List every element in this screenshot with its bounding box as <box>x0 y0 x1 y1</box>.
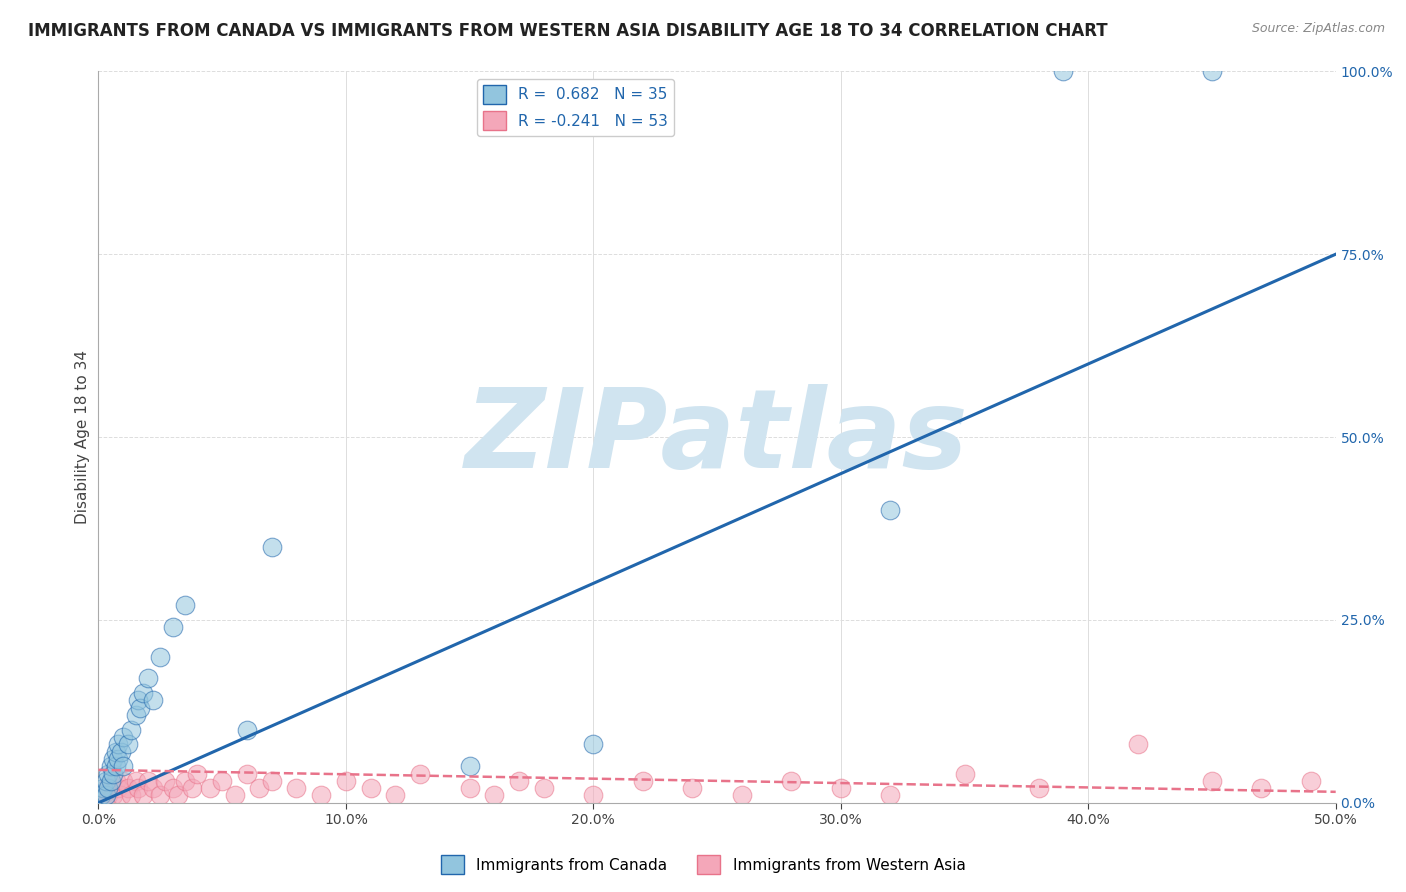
Point <box>360 781 382 796</box>
Point <box>166 789 188 803</box>
Point <box>93 789 115 803</box>
Point <box>681 781 703 796</box>
Point <box>93 781 115 796</box>
Point <box>224 789 246 803</box>
Point <box>129 700 152 714</box>
Point <box>104 759 127 773</box>
Point <box>162 620 184 634</box>
Point <box>90 789 112 803</box>
Point <box>104 773 127 788</box>
Point <box>103 752 125 766</box>
Point <box>110 745 132 759</box>
Point <box>285 781 308 796</box>
Point <box>124 708 146 723</box>
Point <box>127 693 149 707</box>
Point <box>174 773 197 788</box>
Point <box>142 781 165 796</box>
Point <box>186 766 208 780</box>
Point <box>103 766 125 780</box>
Text: ZIPatlas: ZIPatlas <box>465 384 969 491</box>
Point <box>97 789 120 803</box>
Point <box>631 773 654 788</box>
Point <box>780 773 803 788</box>
Legend: R =  0.682   N = 35, R = -0.241   N = 53: R = 0.682 N = 35, R = -0.241 N = 53 <box>477 79 675 136</box>
Point <box>100 773 122 788</box>
Point <box>384 789 406 803</box>
Point <box>458 781 481 796</box>
Point <box>198 781 221 796</box>
Legend: Immigrants from Canada, Immigrants from Western Asia: Immigrants from Canada, Immigrants from … <box>434 849 972 880</box>
Point <box>953 766 976 780</box>
Point <box>335 773 357 788</box>
Point <box>112 730 135 744</box>
Point <box>247 781 270 796</box>
Point <box>830 781 852 796</box>
Point <box>97 781 120 796</box>
Point <box>90 789 112 803</box>
Point <box>1201 64 1223 78</box>
Point <box>94 773 117 788</box>
Point <box>260 540 283 554</box>
Point <box>409 766 432 780</box>
Point <box>174 599 197 613</box>
Point <box>127 781 149 796</box>
Point <box>100 759 122 773</box>
Point <box>582 737 605 751</box>
Point <box>97 766 120 780</box>
Y-axis label: Disability Age 18 to 34: Disability Age 18 to 34 <box>75 350 90 524</box>
Point <box>236 723 259 737</box>
Point <box>149 649 172 664</box>
Point <box>181 781 204 796</box>
Point <box>120 723 142 737</box>
Point <box>1299 773 1322 788</box>
Point <box>120 789 142 803</box>
Text: Source: ZipAtlas.com: Source: ZipAtlas.com <box>1251 22 1385 36</box>
Point <box>94 781 117 796</box>
Point <box>107 752 129 766</box>
Point <box>107 781 129 796</box>
Point <box>149 789 172 803</box>
Point <box>100 781 122 796</box>
Point <box>117 737 139 751</box>
Point <box>110 789 132 803</box>
Point <box>508 773 530 788</box>
Point <box>1052 64 1074 78</box>
Point <box>117 781 139 796</box>
Point <box>309 789 332 803</box>
Point <box>731 789 754 803</box>
Point <box>136 672 159 686</box>
Point <box>112 773 135 788</box>
Point <box>104 745 127 759</box>
Point <box>162 781 184 796</box>
Point <box>155 773 177 788</box>
Point <box>94 789 117 803</box>
Point <box>1250 781 1272 796</box>
Point <box>484 789 506 803</box>
Point <box>211 773 233 788</box>
Text: IMMIGRANTS FROM CANADA VS IMMIGRANTS FROM WESTERN ASIA DISABILITY AGE 18 TO 34 C: IMMIGRANTS FROM CANADA VS IMMIGRANTS FRO… <box>28 22 1108 40</box>
Point <box>458 759 481 773</box>
Point <box>236 766 259 780</box>
Point <box>582 789 605 803</box>
Point <box>142 693 165 707</box>
Point <box>1201 773 1223 788</box>
Point <box>124 773 146 788</box>
Point <box>136 773 159 788</box>
Point <box>879 789 901 803</box>
Point <box>112 759 135 773</box>
Point <box>260 773 283 788</box>
Point <box>1028 781 1050 796</box>
Point <box>132 686 155 700</box>
Point <box>1126 737 1149 751</box>
Point <box>132 789 155 803</box>
Point <box>103 789 125 803</box>
Point <box>533 781 555 796</box>
Point <box>107 737 129 751</box>
Point <box>879 503 901 517</box>
